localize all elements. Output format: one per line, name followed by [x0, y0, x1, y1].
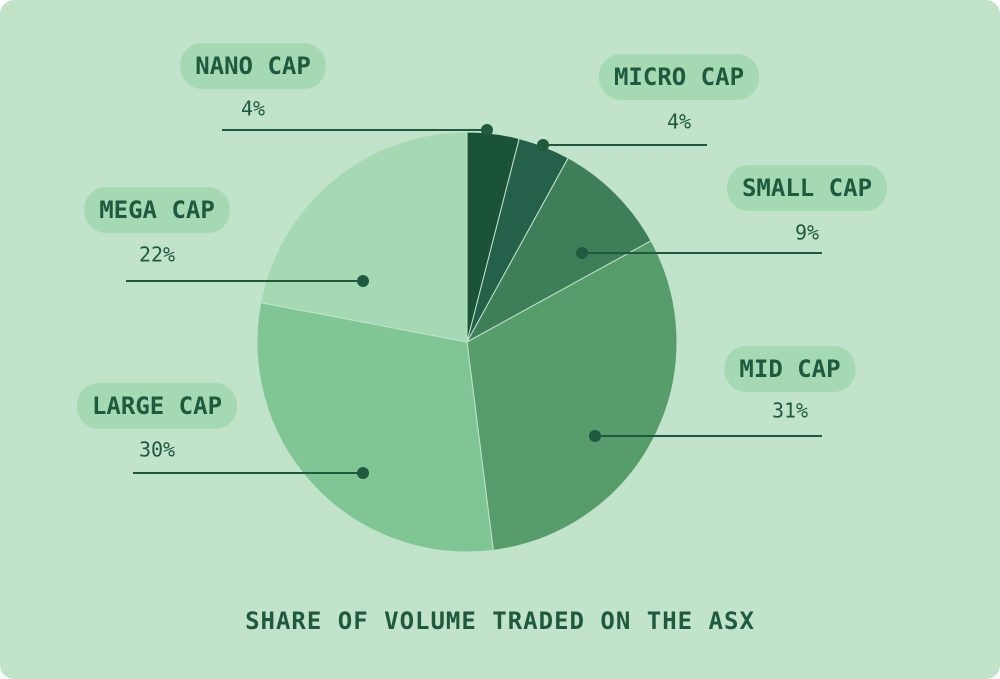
category-label: NANO CAP: [195, 52, 311, 80]
leader-dot: [576, 247, 588, 259]
pie-slice: [465, 157, 652, 344]
value-label: 4%: [667, 110, 691, 134]
pie-slice: [260, 131, 468, 343]
value-label: 30%: [139, 438, 175, 462]
category-label: LARGE CAP: [92, 392, 222, 420]
pie-slice: [256, 302, 494, 553]
pie-slice: [466, 240, 678, 551]
label-pill: [180, 43, 326, 89]
pie: [256, 131, 678, 553]
chart-title: SHARE OF VOLUME TRADED ON THE ASX: [245, 607, 755, 635]
category-label: SMALL CAP: [742, 174, 872, 202]
category-label: MEGA CAP: [99, 196, 215, 224]
leader-dot: [481, 124, 493, 136]
label-pill: [598, 54, 760, 100]
value-label: 22%: [139, 243, 175, 267]
value-label: 31%: [772, 399, 808, 423]
leader-dot: [537, 139, 549, 151]
leader-dot: [357, 275, 369, 287]
value-label: 9%: [795, 221, 819, 245]
label-pill: [76, 383, 238, 429]
category-label: MID CAP: [739, 355, 840, 383]
label-pill: [724, 346, 856, 392]
label-pill: [84, 187, 230, 233]
category-label: MICRO CAP: [614, 63, 744, 91]
label-pill: [726, 165, 888, 211]
leader-dot: [357, 467, 369, 479]
value-label: 4%: [241, 97, 265, 121]
leader-dot: [589, 430, 601, 442]
labels: NANO CAP 4% MICRO CAP 4% SMALL CAP 9% MID CAP 3…: [76, 43, 888, 479]
